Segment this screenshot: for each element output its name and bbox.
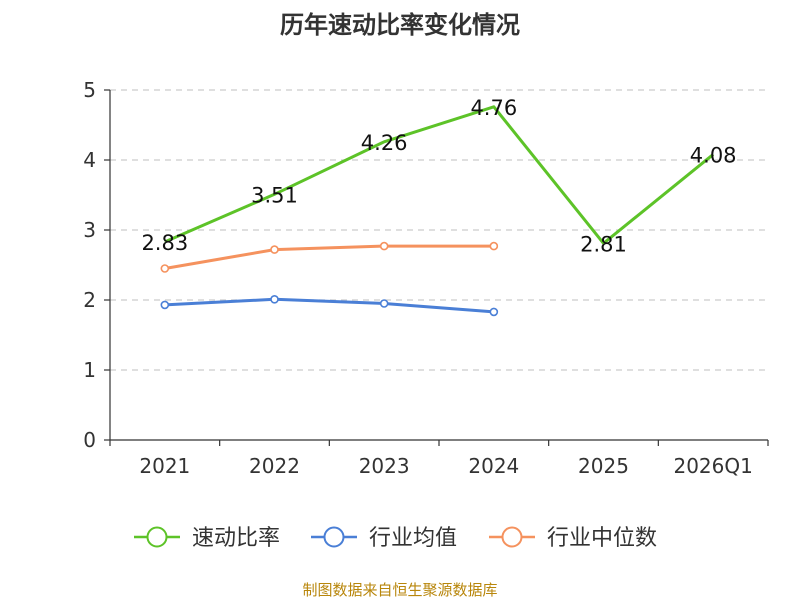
y-tick-label: 4 [83,148,96,172]
x-tick-label: 2026Q1 [673,454,752,478]
legend-label: 速动比率 [192,526,280,551]
data-point [379,241,389,251]
data-label: 4.08 [690,143,737,167]
data-point [160,264,170,273]
data-point [489,241,499,251]
y-tick-label: 2 [83,288,96,312]
grid-lines [110,89,768,371]
series-line-0 [164,105,715,245]
data-label: 3.51 [251,183,298,207]
legend: 速动比率 行业均值 行业中位数 [134,526,657,551]
legend-item-1[interactable]: 行业均值 [311,526,457,551]
legend-item-2[interactable]: 行业中位数 [489,526,657,551]
legend-label: 行业中位数 [547,526,657,551]
x-tick-label: 2021 [139,454,190,478]
y-tick-label: 3 [83,218,96,242]
data-label: 4.26 [361,131,408,155]
y-tick-label: 1 [83,358,96,382]
series-line-1 [164,297,494,314]
data-point [489,307,499,317]
y-tick-label: 0 [83,428,96,452]
source-note: 制图数据来自恒生聚源数据库 [302,581,497,599]
data-label: 2.83 [141,231,188,255]
legend-item-0[interactable]: 速动比率 [134,526,280,551]
chart-title: 历年速动比率变化情况 [280,11,520,39]
x-tick-label: 2023 [359,454,410,478]
legend-marker [146,526,168,548]
data-labels: 2.83 3.51 4.26 4.76 2.81 4.08 [141,96,736,256]
legend-label: 行业均值 [369,526,457,551]
data-point [270,245,279,254]
x-tick-label: 2022 [249,454,300,478]
data-label: 4.76 [470,96,517,120]
data-label: 2.81 [580,232,627,256]
data-point [379,299,389,308]
axes: 0 1 2 3 4 5 2021 2022 2023 2024 2025 2026Q1 [83,78,769,478]
legend-marker [323,526,345,548]
series-line-2 [164,244,494,270]
data-point [270,294,279,304]
series-layer [160,105,715,317]
x-tick-label: 2025 [578,454,629,478]
data-point [160,300,170,310]
x-tick-label: 2024 [468,454,519,478]
legend-marker [501,526,523,548]
y-tick-label: 5 [83,78,96,102]
